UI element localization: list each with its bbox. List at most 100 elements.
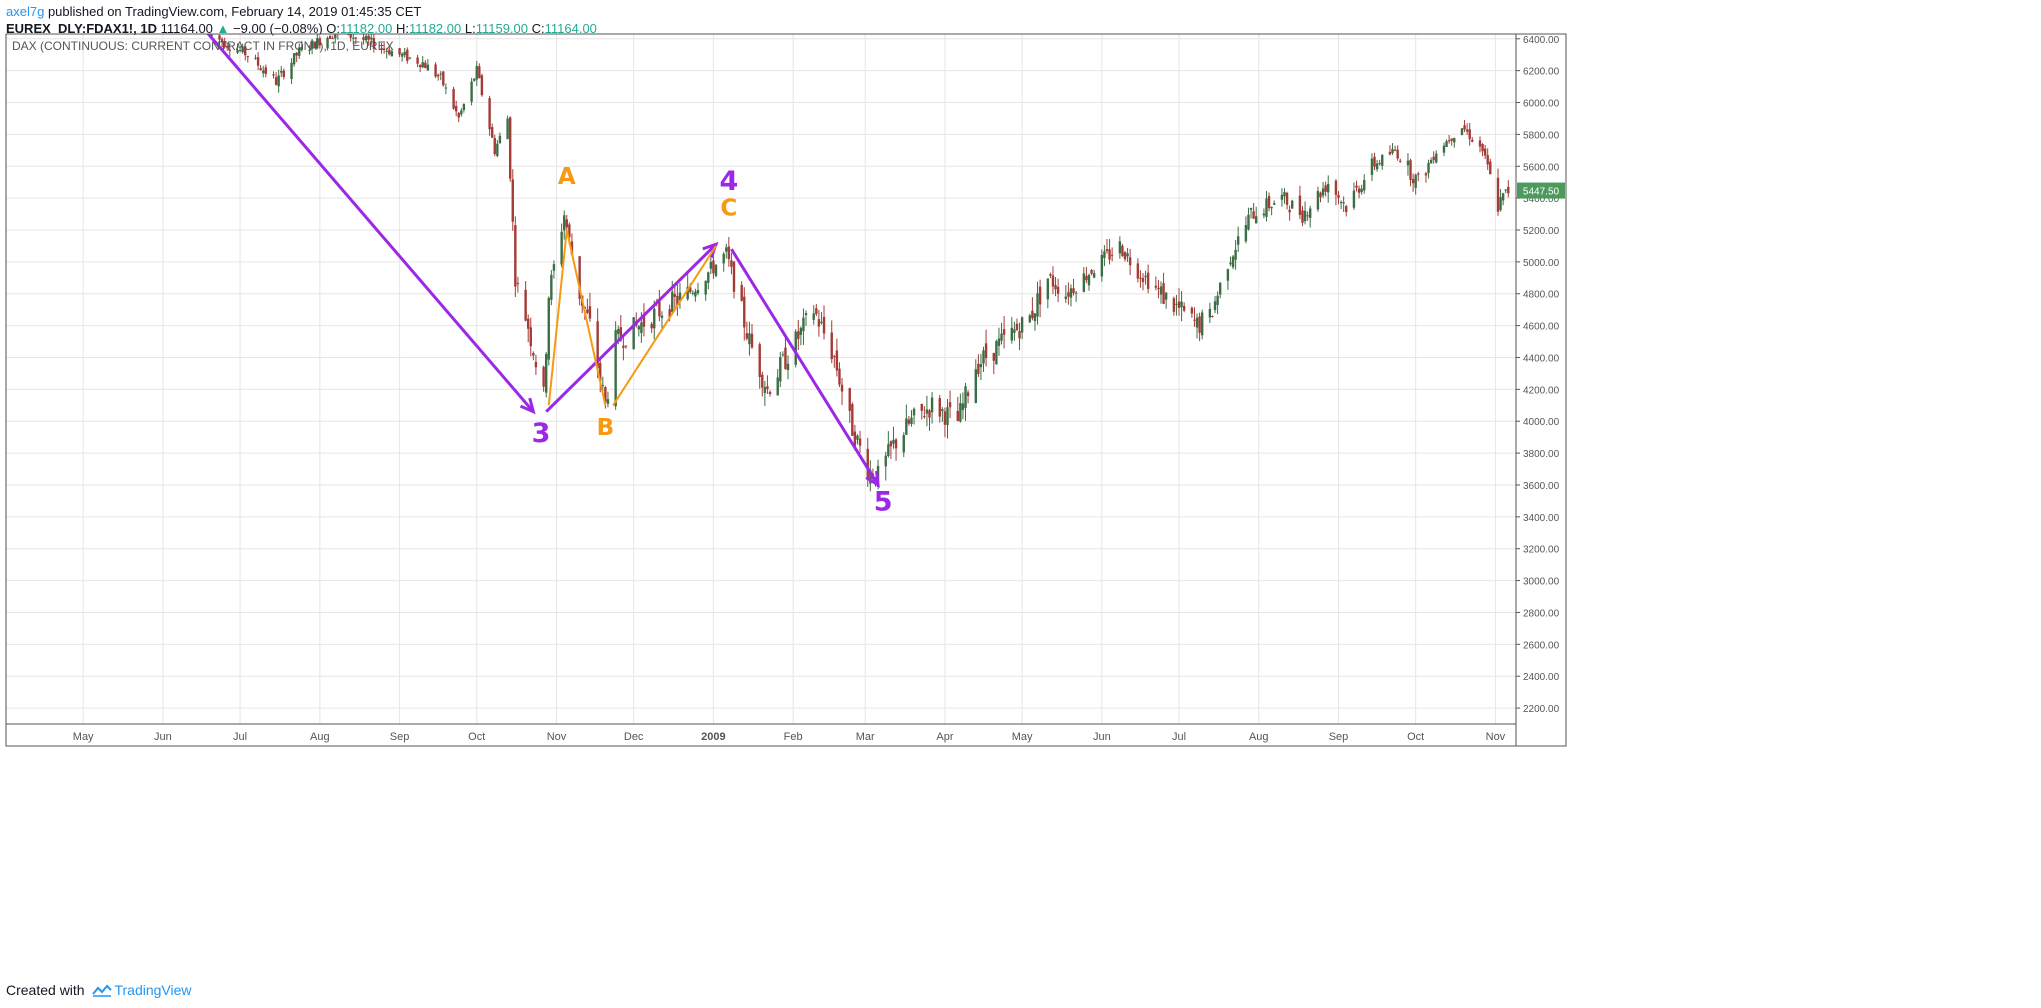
candle-body [689, 287, 692, 293]
candle-body [817, 319, 821, 327]
wave-arrow [545, 243, 718, 413]
candle-body [722, 253, 725, 264]
candle-body [524, 289, 527, 321]
candle-body [1110, 254, 1114, 256]
candle-body [604, 387, 607, 403]
candle-body [786, 363, 790, 371]
candle-body [1378, 163, 1381, 165]
candle-body [262, 70, 265, 74]
candle-body [1370, 158, 1374, 175]
candle-body [799, 327, 803, 335]
tradingview-brand-link[interactable]: TradingView [114, 982, 192, 998]
candle-body [318, 38, 322, 46]
candle-body [676, 295, 679, 306]
candle-body [344, 27, 346, 32]
candle-body [552, 264, 556, 271]
wave-arrow [730, 248, 880, 486]
candle-body [218, 35, 221, 40]
candle-body [1442, 145, 1446, 153]
candle-body [1463, 125, 1466, 130]
candle-body [498, 135, 502, 144]
candle-body [1038, 286, 1042, 305]
candle-body [1432, 156, 1435, 161]
candle-body [295, 52, 298, 56]
candle-body [902, 435, 905, 453]
candle-body [840, 384, 844, 392]
candle-body [1306, 215, 1309, 217]
candle-body [694, 291, 697, 297]
candle-body [1128, 257, 1132, 266]
candle-body [244, 46, 247, 56]
candle-body [1036, 293, 1039, 317]
candle-body [768, 391, 772, 395]
y-tick-label: 3600.00 [1523, 481, 1560, 492]
candle-body [797, 331, 800, 340]
y-tick-label: 6000.00 [1523, 99, 1560, 110]
candle-body [1471, 139, 1474, 142]
candle-body [1409, 160, 1412, 180]
candle-body [956, 411, 959, 422]
candle-body [894, 439, 898, 449]
candle-body [372, 37, 376, 49]
last-price: 11164.00 [160, 21, 213, 36]
candle-body [784, 347, 787, 369]
candle-body [418, 64, 422, 68]
candle-body [282, 70, 286, 78]
candle-body [300, 46, 304, 50]
candle-body [1319, 192, 1322, 198]
candle-body [928, 410, 931, 418]
candle-body [1321, 188, 1325, 196]
x-tick-label: Jun [154, 731, 172, 743]
x-tick-label: Dec [624, 731, 644, 743]
candle-body [1360, 188, 1363, 192]
candle-body [272, 74, 275, 76]
candle-body [1468, 129, 1471, 140]
candle-body [1015, 323, 1019, 330]
candle-body [545, 354, 548, 393]
candle-body [1234, 249, 1237, 260]
candle-body [1144, 275, 1147, 278]
candle-body [1345, 206, 1348, 213]
candle-body [529, 327, 532, 347]
author-link[interactable]: axel7g [6, 4, 45, 19]
candle-body [1447, 140, 1451, 142]
candle-body [1126, 253, 1129, 257]
candle-body [1249, 207, 1253, 210]
x-tick-label: Aug [310, 731, 330, 743]
candle-body [241, 46, 244, 53]
up-arrow-icon: ▲ [216, 21, 230, 36]
candle-body [264, 67, 268, 74]
candle-body [1105, 249, 1109, 252]
candle-body [1162, 282, 1165, 304]
candle-body [1303, 210, 1307, 222]
candle-body [1363, 180, 1366, 191]
footer: Created with TradingView [6, 982, 192, 998]
candle-body [1391, 148, 1394, 154]
candle-body [1136, 263, 1140, 279]
candle-body [480, 75, 484, 96]
abc-label-a: A [558, 164, 576, 190]
candle-body [578, 256, 581, 299]
candle-body [1231, 256, 1235, 268]
candle-body [660, 315, 664, 318]
candle-body [686, 286, 689, 300]
candle-body [851, 404, 854, 436]
candle-body [804, 313, 808, 316]
candle-body [1090, 270, 1093, 274]
candle-body [712, 260, 715, 274]
candle-body [380, 47, 383, 49]
candle-body [1324, 185, 1327, 192]
candle-body [1417, 173, 1420, 175]
candle-body [982, 350, 985, 364]
candle-body [833, 356, 836, 358]
candle-body [1028, 315, 1032, 323]
candle-body [838, 368, 841, 385]
candle-body [763, 387, 767, 394]
candle-body [776, 377, 779, 396]
candle-body [748, 333, 751, 345]
candle-body [884, 455, 887, 467]
x-tick-label: Jul [233, 731, 247, 743]
candle-body [596, 321, 599, 369]
candle-body [961, 403, 965, 411]
